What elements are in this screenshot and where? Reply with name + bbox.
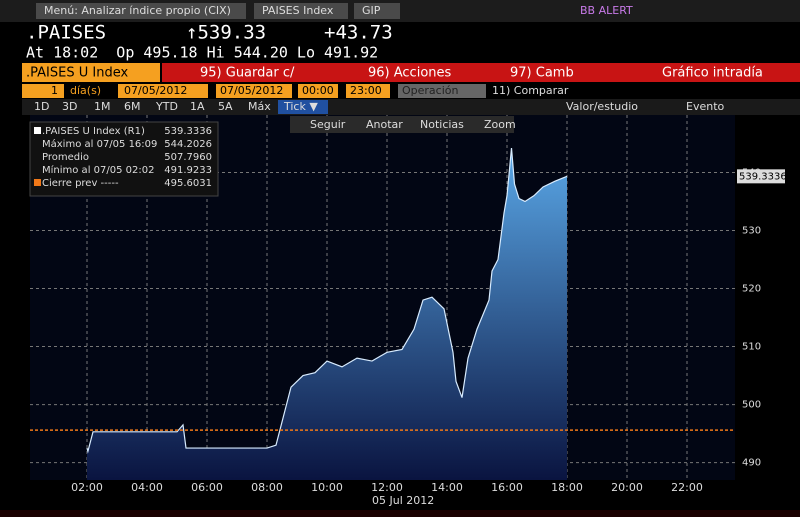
ticker-button[interactable] bbox=[254, 3, 348, 19]
ticker-text[interactable]: PAISES Index bbox=[262, 4, 334, 17]
x-tick-label: 04:00 bbox=[131, 481, 163, 494]
y-tick-label: 520 bbox=[742, 284, 761, 295]
from-field[interactable] bbox=[118, 84, 208, 98]
legend-value: 495.6031 bbox=[164, 178, 212, 189]
y-tick-label: 530 bbox=[742, 225, 761, 236]
index-button-text[interactable]: .PAISES U Index bbox=[26, 66, 128, 81]
ticker-strip bbox=[0, 510, 800, 517]
x-tick-label: 10:00 bbox=[311, 481, 343, 494]
legend-label: Cierre prev ----- bbox=[42, 178, 119, 189]
x-tick-label: 06:00 bbox=[191, 481, 223, 494]
period-button[interactable]: 5A bbox=[218, 100, 233, 113]
alert-text[interactable]: BB ALERT bbox=[580, 4, 633, 17]
legend-value: 544.2026 bbox=[164, 139, 212, 150]
chart-tool[interactable]: Seguir bbox=[310, 118, 346, 131]
period-active bbox=[278, 100, 328, 114]
legend-label: Máximo al 07/05 16:09 bbox=[42, 138, 157, 150]
x-tick-label: 18:00 bbox=[551, 481, 583, 494]
action-bar bbox=[162, 63, 800, 82]
end-field[interactable] bbox=[346, 84, 390, 98]
start-field[interactable] bbox=[298, 84, 338, 98]
period-button[interactable]: Máx bbox=[248, 100, 271, 113]
to-field[interactable] bbox=[216, 84, 292, 98]
x-axis-label: 05 Jul 2012 bbox=[372, 494, 434, 507]
chart-tool[interactable]: Noticias bbox=[420, 118, 464, 131]
y-tick-label: 510 bbox=[742, 342, 761, 353]
legend-label: .PAISES U Index (R1) bbox=[42, 126, 145, 137]
index-button[interactable] bbox=[22, 63, 160, 82]
period-button[interactable]: Tick ▼ bbox=[283, 100, 318, 113]
x-tick-label: 20:00 bbox=[611, 481, 643, 494]
legend-value: 507.7960 bbox=[164, 152, 212, 163]
legend-value: 491.9233 bbox=[164, 165, 212, 176]
x-tick-label: 08:00 bbox=[251, 481, 283, 494]
area bbox=[87, 148, 567, 481]
actions-button[interactable]: 96) Acciones bbox=[368, 66, 452, 81]
save-button[interactable]: 95) Guardar c/ bbox=[200, 66, 295, 81]
start-text[interactable]: 00:00 bbox=[302, 84, 334, 97]
end-text[interactable]: 23:00 bbox=[350, 84, 382, 97]
x-tick-label: 14:00 bbox=[431, 481, 463, 494]
legend-swatch bbox=[34, 127, 41, 134]
legend bbox=[29, 121, 219, 197]
last-value-label: 539.3336 bbox=[739, 171, 787, 182]
to-text[interactable]: 07/05/2012 bbox=[220, 84, 283, 97]
currency-text[interactable]: GIP bbox=[362, 4, 381, 17]
quote-last: ↑539.33 bbox=[186, 22, 266, 44]
count-text[interactable]: 1 bbox=[51, 84, 58, 97]
period-button[interactable]: 3D bbox=[62, 100, 77, 113]
period-button[interactable]: 1A bbox=[190, 100, 205, 113]
mode-text[interactable]: Operación bbox=[402, 84, 459, 97]
period-button[interactable]: YTD bbox=[155, 100, 178, 113]
y-tick-label: 500 bbox=[742, 400, 761, 411]
study-button[interactable]: Valor/estudio bbox=[566, 100, 638, 113]
unit-text: día(s) bbox=[70, 84, 101, 97]
legend-label: Promedio bbox=[42, 152, 89, 163]
menu-button[interactable] bbox=[36, 3, 246, 19]
x-tick-label: 12:00 bbox=[371, 481, 403, 494]
chart-toolbar bbox=[290, 116, 514, 133]
currency-button[interactable] bbox=[354, 3, 400, 19]
x-tick-label: 22:00 bbox=[671, 481, 703, 494]
from-text[interactable]: 07/05/2012 bbox=[124, 84, 187, 97]
legend-value: 539.3336 bbox=[164, 126, 212, 137]
count-field[interactable] bbox=[22, 84, 64, 98]
x-tick-label: 16:00 bbox=[491, 481, 523, 494]
chart-tool[interactable]: Anotar bbox=[366, 118, 403, 131]
currency-switch[interactable]: 97) Camb bbox=[510, 66, 574, 81]
line bbox=[86, 148, 568, 454]
quote-change: +43.73 bbox=[324, 22, 393, 44]
x-tick-label: 02:00 bbox=[71, 481, 103, 494]
legend-label: Mínimo al 07/05 02:02 bbox=[42, 164, 154, 176]
legend-swatch bbox=[34, 179, 41, 186]
period-button[interactable]: 6M bbox=[124, 100, 141, 113]
period-button[interactable]: 1M bbox=[94, 100, 111, 113]
y-tick-label: 490 bbox=[742, 458, 761, 469]
last-value-box bbox=[737, 169, 785, 184]
period-bar bbox=[22, 99, 800, 115]
quote-name: .PAISES bbox=[26, 22, 106, 44]
event-button[interactable]: Evento bbox=[686, 100, 725, 113]
menu-text[interactable]: Menú: Analizar índice propio (CIX) bbox=[44, 4, 231, 17]
period-button[interactable]: 1D bbox=[34, 100, 49, 113]
compare-text[interactable]: 11) Comparar bbox=[492, 84, 569, 97]
quote-details: At 18:02 Op 495.18 Hi 544.20 Lo 491.92 bbox=[26, 44, 378, 62]
chart-tool[interactable]: Zoom bbox=[484, 118, 516, 131]
mode-select[interactable] bbox=[398, 84, 486, 98]
intraday-button[interactable]: Gráfico intradía bbox=[662, 66, 763, 81]
